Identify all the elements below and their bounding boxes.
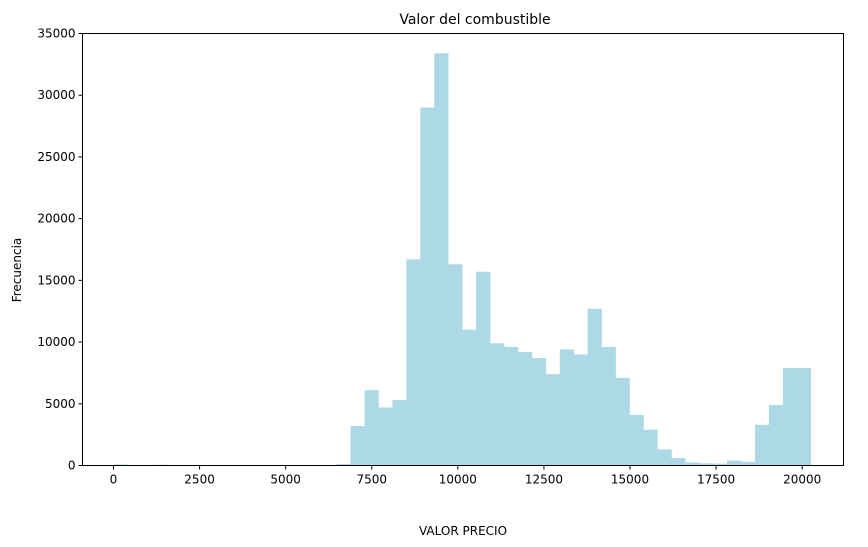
histogram-bar	[559, 349, 575, 466]
histogram-bar	[782, 367, 798, 466]
histogram-bar	[713, 463, 728, 466]
y-axis-ticks: 0 5000 10000 15000 20000 25000 30000 35000	[37, 27, 83, 473]
histogram-bar	[741, 461, 756, 466]
histogram-bar	[629, 414, 644, 466]
x-tick-label: 10000	[439, 473, 477, 487]
histogram-bar	[755, 424, 770, 466]
x-axis-label: VALOR PRECIO	[419, 524, 507, 538]
y-tick-label: 0	[68, 459, 76, 473]
histogram-bar	[768, 405, 784, 466]
histogram-bar	[503, 347, 519, 466]
histogram-bar	[434, 53, 449, 466]
histogram-bar	[796, 367, 812, 466]
x-tick-label: 2500	[184, 473, 215, 487]
histogram-bar	[699, 463, 714, 466]
histogram-bar	[448, 264, 463, 466]
histogram-bar	[671, 458, 686, 466]
y-tick-label: 5000	[45, 397, 76, 411]
histogram-bar	[350, 426, 365, 466]
x-tick-label: 17500	[697, 473, 735, 487]
y-tick-label: 10000	[37, 335, 75, 349]
histogram-bar	[587, 308, 602, 466]
histogram-bar	[420, 107, 435, 466]
histogram-bar	[364, 390, 379, 466]
histogram-bar	[462, 329, 477, 466]
y-tick-label: 35000	[37, 27, 75, 41]
y-tick-label: 20000	[37, 212, 75, 226]
x-axis-ticks: 0 2500 5000 7500 10000 12500 15000 17500 20000	[110, 465, 821, 487]
x-tick-label: 15000	[611, 473, 649, 487]
histogram-bar	[531, 358, 547, 466]
histogram-bar	[476, 271, 491, 466]
histogram-bar	[490, 343, 505, 466]
x-tick-label: 20000	[783, 473, 821, 487]
histogram-bar	[685, 462, 700, 466]
bars-layer	[113, 53, 812, 466]
histogram-bar	[657, 449, 672, 466]
histogram-bar	[727, 460, 742, 466]
histogram-bar	[517, 351, 533, 466]
x-tick-label: 12500	[525, 473, 563, 487]
x-tick-label: 5000	[270, 473, 301, 487]
histogram-bar	[406, 259, 421, 466]
histogram-bar	[336, 464, 351, 466]
y-axis-label: Frecuencia	[10, 238, 24, 303]
histogram-bar	[615, 377, 630, 466]
histogram-bar	[545, 374, 561, 466]
y-tick-label: 30000	[37, 88, 75, 102]
y-tick-label: 25000	[37, 150, 75, 164]
y-tick-label: 15000	[37, 273, 75, 287]
histogram-bar	[643, 429, 658, 466]
histogram-bar	[601, 347, 616, 466]
x-tick-label: 7500	[356, 473, 387, 487]
chart-title: Valor del combustible	[399, 12, 550, 28]
histogram-bar	[378, 407, 393, 466]
histogram-bar	[392, 400, 407, 466]
x-tick-label: 0	[110, 473, 118, 487]
plot-frame	[82, 33, 844, 466]
histogram-bar	[573, 354, 588, 466]
